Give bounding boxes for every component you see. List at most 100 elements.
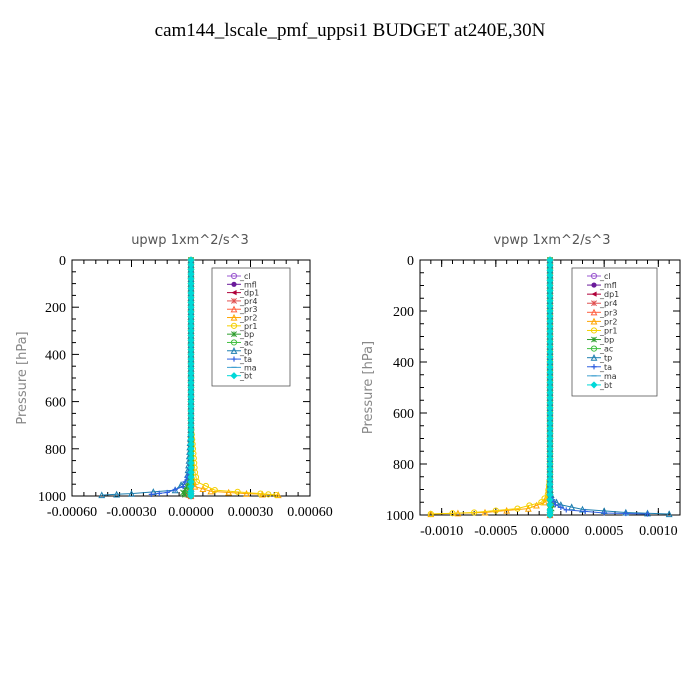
series-marker (148, 491, 154, 497)
series-marker (579, 505, 586, 513)
x-tick-label: -0.00030 (106, 505, 156, 520)
series-marker (623, 510, 629, 517)
series-marker (546, 485, 554, 494)
series-marker (187, 350, 195, 358)
series-marker (546, 297, 554, 305)
y-tick-label: 200 (393, 305, 414, 320)
series-marker (187, 280, 195, 288)
y-tick-label: 200 (45, 301, 66, 316)
legend-marker (230, 313, 238, 321)
series-line (101, 260, 192, 496)
series-marker (187, 369, 195, 377)
series-marker (546, 302, 554, 310)
series-line (430, 260, 551, 515)
legend-marker (590, 327, 598, 334)
series-marker (546, 338, 554, 346)
legend-marker (230, 339, 238, 346)
series-marker (164, 489, 170, 496)
legend-label: _bp (239, 330, 254, 339)
series-marker (546, 475, 554, 483)
legend-label: _cl (599, 272, 611, 281)
series-tp (98, 256, 195, 499)
legend-label: _pr2 (239, 314, 257, 323)
series-marker (187, 317, 195, 325)
series-marker (546, 327, 554, 335)
series-marker (546, 455, 554, 463)
series-marker (546, 348, 554, 356)
legend-label: _pr1 (239, 322, 257, 331)
series-marker (225, 488, 233, 496)
series-marker (182, 479, 188, 485)
legend-marker (590, 308, 598, 316)
series-marker (273, 491, 280, 499)
x-tick-label: 0.00060 (287, 505, 333, 520)
series-marker (187, 492, 195, 500)
series-marker (257, 490, 264, 497)
legend-label: _cl (239, 272, 251, 281)
legend-label: _ac (239, 338, 253, 347)
y-tick-label: 0 (59, 254, 66, 269)
x-tick-label: -0.00060 (47, 505, 97, 520)
series-marker (187, 294, 195, 302)
y-tick-label: 600 (393, 407, 414, 422)
panel-title: vpwp 1xm^2/s^3 (493, 233, 610, 248)
series-bt (546, 256, 554, 519)
series-marker (187, 261, 195, 269)
series-line (430, 260, 551, 515)
y-tick-label: 600 (45, 396, 66, 411)
series-marker (187, 426, 195, 434)
series-marker (449, 510, 456, 517)
series-marker (546, 358, 554, 366)
series-marker (582, 508, 588, 515)
panel-vpwp: vpwp 1xm^2/s^3 Pressure [hPa] 0 200 400 600 80… (361, 233, 681, 539)
y-tick-label: 400 (45, 348, 66, 363)
y-tick-label: 0 (407, 254, 414, 269)
series-marker (187, 459, 195, 467)
series-marker (187, 289, 195, 297)
series-marker (187, 383, 195, 392)
series-marker (187, 482, 195, 491)
series-marker (156, 490, 162, 497)
legend-label: _ta (599, 363, 612, 372)
series-marker (187, 388, 195, 396)
series-ta (148, 257, 194, 497)
series-marker (546, 460, 554, 468)
series-marker (187, 416, 195, 425)
series-marker (274, 491, 282, 499)
series-marker (546, 332, 554, 341)
series-marker (546, 480, 554, 488)
series-marker (524, 504, 532, 512)
series-marker (113, 490, 121, 498)
series-marker (187, 464, 195, 472)
legend-marker (230, 322, 238, 329)
series-marker (546, 383, 554, 392)
series-marker (546, 465, 554, 473)
series-marker (546, 363, 554, 371)
series-marker (601, 510, 607, 516)
legend: _cl_mfl_dp1_pr4_pr3_pr2_pr1_bp_ac_tp_ta_… (211, 267, 291, 387)
panel-upwp: upwp 1xm^2/s^3 Pressure [hPa] 0 200 400 600 80… (15, 233, 333, 520)
series-marker (202, 482, 209, 490)
series-marker (546, 496, 554, 504)
legend-label: _ac (599, 345, 613, 354)
series-marker (546, 287, 554, 295)
series-marker (234, 488, 241, 495)
series-marker (546, 450, 554, 458)
series-marker (187, 275, 195, 283)
legend-marker (230, 272, 238, 280)
legend-label: _pr4 (599, 299, 617, 308)
series-marker (187, 298, 195, 307)
series-marker (552, 502, 559, 508)
series-marker (187, 327, 195, 335)
series-marker (546, 445, 554, 453)
legend-marker (231, 297, 237, 304)
series-marker (187, 435, 195, 443)
series-marker (172, 486, 178, 493)
series-marker (187, 355, 195, 363)
series-marker (471, 509, 478, 516)
series-marker (98, 491, 106, 499)
series-marker (533, 501, 540, 509)
legend-marker (591, 291, 597, 297)
series-marker (187, 468, 195, 476)
series-marker (265, 491, 272, 498)
